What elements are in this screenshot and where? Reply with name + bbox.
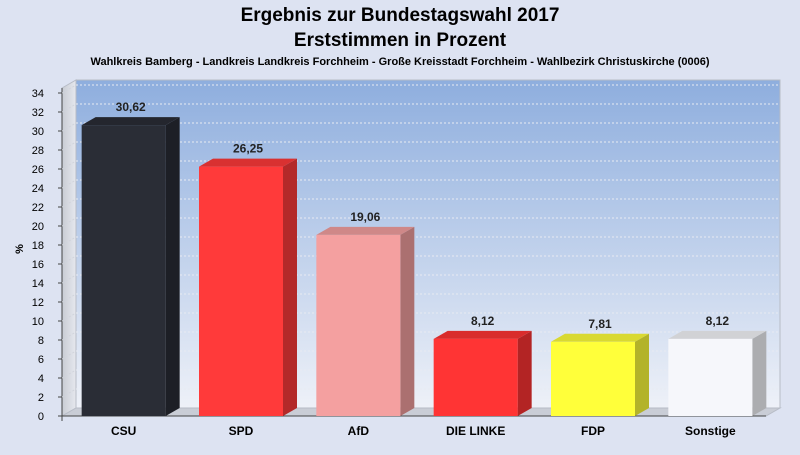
- x-tick-label: SPD: [229, 424, 254, 438]
- y-tick-label: 18: [32, 240, 44, 252]
- bar-front: [199, 166, 283, 416]
- y-axis-label: %: [14, 244, 26, 254]
- bar-front: [316, 234, 401, 416]
- bar-side: [635, 333, 649, 416]
- chart-subtitle: Wahlkreis Bamberg - Landkreis Landkreis …: [90, 56, 709, 68]
- y-tick-label: 6: [38, 354, 44, 366]
- bar-fdp: [551, 333, 649, 416]
- grid-line-side: [61, 103, 77, 113]
- x-tick-label: DIE LINKE: [446, 424, 505, 438]
- bar-top: [81, 117, 180, 126]
- grid-line-side: [61, 312, 77, 322]
- bar-die-linke: [433, 330, 532, 416]
- bar-spd: [199, 158, 297, 416]
- x-tick-label: Sonstige: [685, 424, 736, 438]
- grid-line-side: [61, 179, 77, 189]
- grid-line-side: [61, 331, 77, 341]
- bar-side: [400, 226, 415, 416]
- y-tick-label: 16: [32, 259, 44, 271]
- bar-top: [316, 226, 415, 235]
- bar-sonstige: [668, 330, 767, 416]
- bar-side: [517, 330, 532, 416]
- bar-front: [433, 338, 518, 416]
- bar-value-label: 30,62: [116, 100, 146, 114]
- y-tick-label: 28: [32, 145, 44, 157]
- x-tick-label: AfD: [348, 424, 370, 438]
- bar-front: [81, 125, 166, 417]
- chart-title-line2: Erststimmen in Prozent: [294, 30, 507, 51]
- y-tick-label: 10: [32, 316, 44, 328]
- grid-line-side: [61, 274, 77, 284]
- bar-top: [668, 330, 767, 339]
- bar-afd: [316, 226, 415, 416]
- y-tick-label: 34: [32, 88, 44, 100]
- bar-value-label: 19,06: [350, 210, 380, 224]
- y-tick-label: 22: [32, 202, 44, 214]
- y-tick-label: 0: [38, 411, 44, 423]
- grid-line-side: [61, 293, 77, 303]
- bar-top: [199, 158, 297, 167]
- y-tick-label: 26: [32, 164, 44, 176]
- x-tick-label: FDP: [581, 424, 605, 438]
- grid-line-side: [61, 217, 77, 227]
- grid-line-side: [61, 350, 77, 360]
- y-tick-label: 20: [32, 221, 44, 233]
- plot-area: [58, 79, 782, 421]
- bar-value-label: 8,12: [471, 314, 495, 328]
- plot-back-wall: [75, 79, 781, 409]
- bar-top: [551, 333, 649, 342]
- bar-front: [668, 338, 753, 416]
- grid-line-side: [61, 84, 77, 94]
- labels: 024681012141618202224262830323430,62CSU2…: [32, 88, 736, 438]
- x-tick-label: CSU: [111, 424, 136, 438]
- grid-line-side: [61, 122, 77, 132]
- bar-side: [752, 330, 767, 416]
- bar-value-label: 7,81: [588, 317, 612, 331]
- plot-left-wall: [61, 79, 77, 417]
- bars: [81, 117, 767, 417]
- y-tick-label: 2: [38, 392, 44, 404]
- grid-line-side: [61, 388, 77, 398]
- bar-side: [165, 117, 180, 417]
- y-tick-label: 4: [38, 373, 44, 385]
- chart-title: Ergebnis zur Bundestagswahl 2017: [241, 5, 560, 26]
- bar-top: [433, 330, 532, 339]
- y-tick-label: 32: [32, 107, 44, 119]
- bar-value-label: 8,12: [706, 314, 730, 328]
- bar-side: [283, 158, 297, 416]
- y-tick-label: 8: [38, 335, 44, 347]
- grid-line-side: [61, 255, 77, 265]
- y-tick-label: 12: [32, 297, 44, 309]
- bar-value-label: 26,25: [233, 142, 263, 156]
- grid-line-side: [61, 369, 77, 379]
- grid-line-side: [61, 236, 77, 246]
- y-tick-label: 30: [32, 126, 44, 138]
- bar-csu: [81, 117, 180, 417]
- y-tick-label: 24: [32, 183, 44, 195]
- bar-front: [551, 341, 635, 416]
- grid-line-side: [61, 141, 77, 151]
- grid-line-side: [61, 198, 77, 208]
- grid-line-side: [61, 160, 77, 170]
- y-tick-label: 14: [32, 278, 44, 290]
